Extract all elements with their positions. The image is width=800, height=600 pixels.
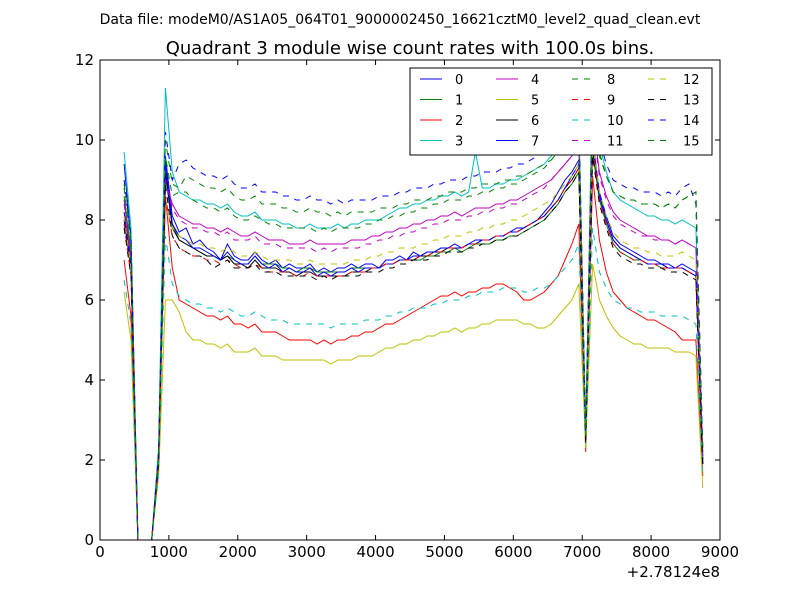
- series-line-9: [123, 143, 704, 541]
- chart-suptitle: Data file: modeM0/AS1A05_064T01_90000024…: [100, 12, 701, 28]
- legend-label-6: 6: [531, 114, 539, 129]
- x-tick-label: 0: [95, 543, 105, 561]
- y-tick-label: 6: [84, 291, 94, 309]
- x-offset-label: +2.78124e8: [627, 563, 720, 581]
- series-line-12: [123, 143, 704, 541]
- series-line-4: [123, 119, 704, 541]
- x-axis-ticks: 0 1000 2000 3000 4000 5000 6000 7000 8000 9000: [95, 60, 739, 561]
- x-tick-label: 4000: [356, 543, 394, 561]
- legend-label-5: 5: [531, 94, 539, 109]
- y-tick-label: 2: [84, 451, 94, 469]
- legend-label-0: 0: [455, 73, 463, 88]
- legend-label-7: 7: [531, 135, 539, 150]
- legend-label-9: 9: [607, 94, 615, 109]
- x-tick-label: 6000: [494, 543, 532, 561]
- chart-title: Quadrant 3 module wise count rates with …: [166, 38, 655, 59]
- series-line-2: [123, 175, 704, 541]
- series-line-5: [123, 263, 704, 541]
- y-tick-label: 12: [75, 51, 94, 69]
- legend-label-11: 11: [607, 135, 624, 150]
- x-tick-label: 5000: [425, 543, 463, 561]
- series-line-8: [123, 103, 704, 541]
- legend-label-2: 2: [455, 114, 463, 129]
- x-tick-label: 8000: [632, 543, 670, 561]
- x-tick-label: 2000: [219, 543, 257, 561]
- series-line-13: [123, 155, 704, 541]
- y-tick-label: 4: [84, 371, 94, 389]
- legend-label-10: 10: [607, 114, 624, 129]
- legend-label-13: 13: [683, 94, 700, 109]
- series-line-3: [123, 67, 704, 541]
- legend-label-8: 8: [607, 73, 615, 88]
- series-line-11: [123, 123, 704, 541]
- x-tick-label: 1000: [150, 543, 188, 561]
- legend-label-4: 4: [531, 73, 539, 88]
- y-tick-label: 10: [75, 131, 94, 149]
- legend-label-14: 14: [683, 114, 700, 129]
- series-line-10: [123, 227, 704, 541]
- y-tick-label: 8: [84, 211, 94, 229]
- x-tick-label: 7000: [563, 543, 601, 561]
- legend-label-1: 1: [455, 94, 463, 109]
- series-layer: [123, 67, 704, 541]
- x-tick-label: 9000: [701, 543, 739, 561]
- x-tick-label: 3000: [288, 543, 326, 561]
- legend-label-3: 3: [455, 135, 463, 150]
- y-tick-label: 0: [84, 531, 94, 549]
- legend-label-15: 15: [683, 135, 700, 150]
- legend-label-12: 12: [683, 73, 700, 88]
- series-line-7: [123, 143, 704, 541]
